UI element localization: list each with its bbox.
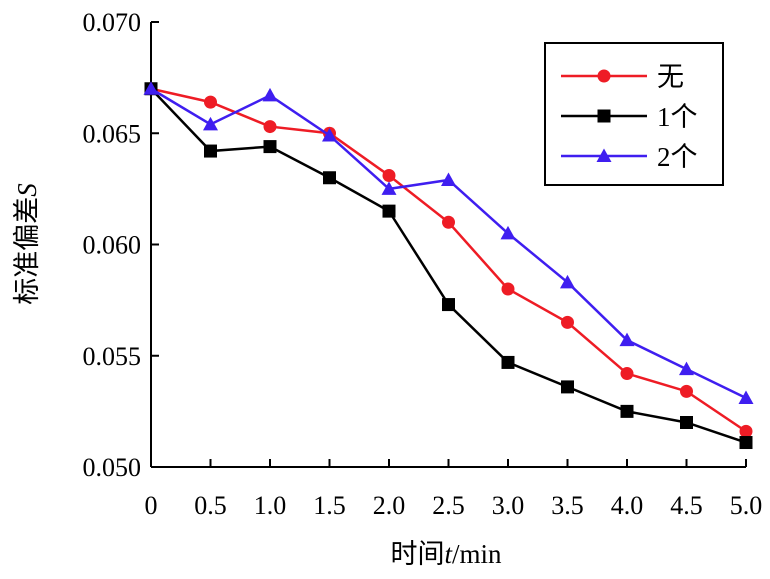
data-point	[442, 298, 455, 312]
data-point	[263, 120, 277, 134]
legend-box	[544, 42, 724, 186]
data-point	[739, 424, 753, 438]
data-point	[442, 215, 455, 229]
x-tick-label: 1.0	[254, 491, 287, 520]
data-point	[262, 87, 278, 102]
legend-label: 1个	[657, 102, 698, 132]
y-tick-label: 0.060	[83, 231, 142, 260]
legend: 无 1个 2个	[544, 42, 724, 186]
data-point	[143, 81, 159, 95]
legend-label: 2个	[657, 142, 698, 172]
data-point	[263, 140, 277, 154]
data-point	[680, 416, 693, 429]
x-tick-label: 0	[145, 491, 158, 520]
data-point	[204, 144, 217, 158]
legend-item: 无	[561, 62, 684, 92]
data-point	[501, 282, 515, 296]
x-tick-label: 3.5	[551, 491, 584, 520]
data-point	[203, 116, 218, 131]
data-point	[501, 355, 515, 369]
data-point	[381, 181, 397, 195]
x-tick-label: 2.0	[373, 491, 406, 520]
data-point	[680, 384, 693, 398]
y-axis-title: 标准偏差S	[12, 183, 42, 305]
data-point	[619, 332, 635, 347]
series-square	[144, 82, 753, 450]
series-circle	[144, 82, 753, 438]
data-point	[382, 169, 396, 183]
data-point	[739, 436, 753, 450]
legend-marker	[596, 148, 612, 162]
legend-label: 无	[657, 62, 684, 92]
data-point	[738, 390, 754, 405]
data-point	[561, 315, 574, 329]
x-tick-label: 2.5	[432, 491, 465, 520]
legend-marker	[597, 109, 611, 123]
data-point	[620, 404, 634, 418]
data-point	[560, 274, 575, 289]
data-point	[441, 172, 456, 186]
data-point	[322, 127, 337, 142]
y-tick-label: 0.055	[83, 342, 142, 371]
series-triangle	[143, 81, 754, 405]
legend-marker	[597, 69, 611, 83]
data-point	[679, 361, 694, 376]
x-tick-label: 4.5	[670, 491, 703, 520]
legend-item: 1个	[561, 102, 698, 132]
x-tick-label: 4.0	[611, 491, 644, 520]
y-tick-label: 0.070	[83, 8, 142, 37]
x-axis-title: 时间t/min	[390, 539, 502, 569]
data-point	[561, 380, 574, 394]
x-tick-label: 5.0	[730, 491, 763, 520]
x-tick-label: 3.0	[492, 491, 525, 520]
legend-item: 2个	[561, 142, 698, 172]
data-point	[323, 171, 336, 185]
data-point	[620, 367, 634, 381]
series-layer	[143, 81, 754, 450]
x-tick-label: 1.5	[313, 491, 346, 520]
data-point	[382, 204, 396, 218]
x-tick-label: 0.5	[194, 491, 227, 520]
data-point	[500, 225, 516, 240]
y-tick-label: 0.050	[83, 453, 142, 482]
y-tick-label: 0.065	[83, 119, 142, 148]
data-point	[204, 95, 217, 109]
axes: 0.050 0.055 0.060 0.065 0.070 0 0.5 1.0 1.5 2.0 2.…	[83, 8, 763, 520]
